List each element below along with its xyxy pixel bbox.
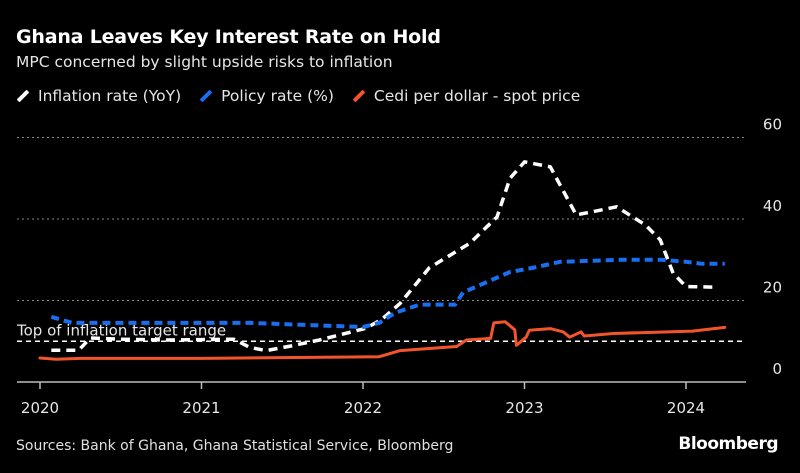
series-line-inflation [51,160,714,353]
x-tick-label: 2020 [21,399,59,417]
sources-note: Sources: Bank of Ghana, Ghana Statistica… [16,438,454,454]
series-line-cedi [38,320,727,361]
x-tick-label: 2021 [182,399,220,417]
chart-subtitle: MPC concerned by slight upside risks to … [16,53,393,71]
series-line-policy-rate [50,257,725,329]
chart-title: Ghana Leaves Key Interest Rate on Hold [16,26,441,48]
x-tick-label: 2022 [344,399,382,417]
y-tick-label: 40 [763,197,782,215]
legend-item-inflation: Inflation rate (YoY) [16,87,181,105]
bloomberg-logo: Bloomberg [678,434,778,454]
y-tick-label: 60 [763,116,782,134]
legend-item-policy: Policy rate (%) [199,87,334,105]
y-tick-label: 20 [763,279,782,297]
x-tick-label: 2023 [505,399,543,417]
legend-label: Cedi per dollar - spot price [373,87,581,105]
x-tick-label: 2024 [667,399,705,417]
legend-label: Policy rate (%) [221,87,334,105]
legend-item-cedi: Cedi per dollar - spot price [352,87,580,105]
target-range-label: Top of inflation target range [16,321,226,339]
legend: Inflation rate (YoY) Policy rate (%) Ced… [16,87,580,105]
legend-label: Inflation rate (YoY) [38,87,182,105]
y-tick-label: 0 [772,360,782,378]
